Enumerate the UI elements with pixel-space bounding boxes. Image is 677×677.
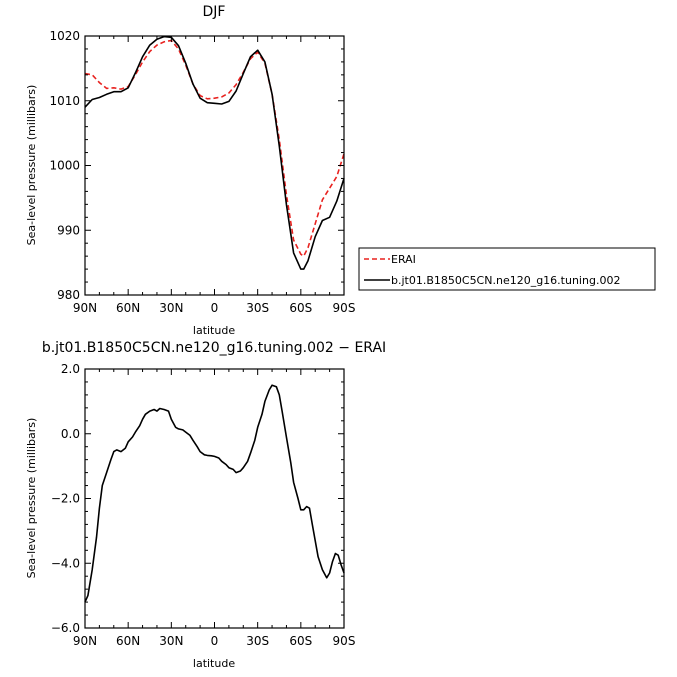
axis-ticks: 90N 60N 30N 0 30S 60S 90S 980 990 1000 1010 1020 (49, 29, 355, 315)
series-line-2-1 (84, 384, 345, 603)
x-tick-label: 90S (333, 301, 356, 315)
x-tick-label: 90N (73, 634, 97, 648)
x-tick-label: 0 (211, 301, 219, 315)
x-tick-label: 30S (246, 634, 269, 648)
x-tick-label: 30N (159, 634, 183, 648)
chart-title: b.jt01.B1850C5CN.ne120_g16.tuning.002 − … (42, 340, 386, 356)
x-tick-label: 60S (289, 634, 312, 648)
y-tick-label: 1010 (49, 94, 80, 108)
x-axis-label: latitude (193, 657, 235, 670)
x-tick-label: 30N (159, 301, 183, 315)
y-tick-label: 0.0 (61, 427, 80, 441)
y-tick-label: 2.0 (61, 362, 80, 376)
chart-title: DJF (203, 4, 226, 20)
y-axis-label: Sea-level pressure (millibars) (25, 85, 38, 246)
series-group (84, 384, 345, 603)
axis-ticks: 90N 60N 30N 0 30S 60S 90S −6.0 −4.0 −2.0 0.0 2.0 (51, 362, 356, 648)
x-tick-label: 90S (333, 634, 356, 648)
legend-box (358, 247, 656, 291)
x-tick-label: 30S (246, 301, 269, 315)
y-tick-label: −4.0 (51, 556, 80, 570)
x-tick-label: 60N (116, 301, 140, 315)
y-tick-label: −2.0 (51, 492, 80, 506)
legend-label-model: b.jt01.B1850C5CN.ne120_g16.tuning.002 (391, 274, 620, 287)
y-tick-label: 1020 (49, 29, 80, 43)
x-axis-label: latitude (193, 324, 235, 337)
x-tick-label: 0 (211, 634, 219, 648)
y-tick-label: 1000 (49, 159, 80, 173)
series-line-1-2 (84, 35, 345, 270)
x-tick-label: 60N (116, 634, 140, 648)
y-axis-label: Sea-level pressure (millibars) (25, 418, 38, 579)
y-tick-label: −6.0 (51, 621, 80, 635)
series-group (84, 35, 345, 270)
x-tick-label: 60S (289, 301, 312, 315)
plot-frame (84, 35, 345, 296)
panel-top: DJF 90N 60N 30N 0 30S 60S 90S 980 990 1000 1010 102… (25, 4, 355, 337)
plot-frame (84, 368, 345, 629)
legend: ERAI b.jt01.B1850C5CN.ne120_g16.tuning.0… (358, 247, 656, 291)
x-tick-label: 90N (73, 301, 97, 315)
legend-label-erai: ERAI (391, 253, 416, 266)
panel-bottom: b.jt01.B1850C5CN.ne120_g16.tuning.002 − … (25, 340, 386, 670)
y-tick-label: 990 (57, 223, 80, 237)
series-line-1-1 (84, 39, 345, 257)
y-tick-label: 980 (57, 288, 80, 302)
